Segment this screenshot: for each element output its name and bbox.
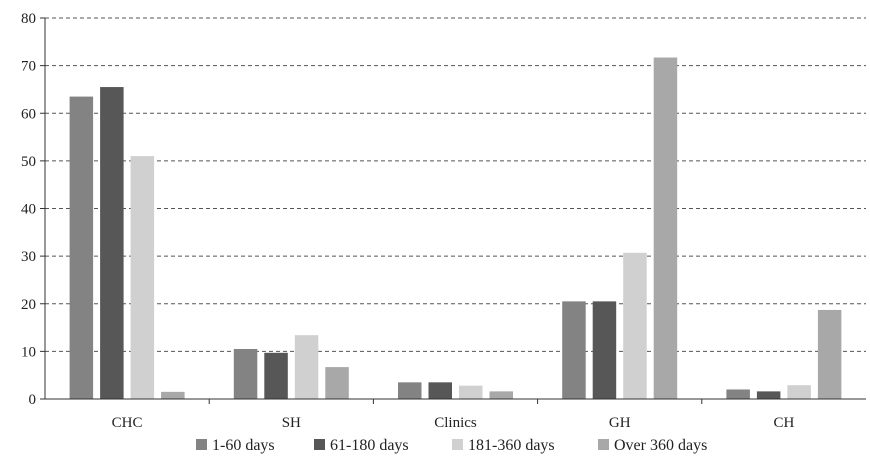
bar-clinics-series-2 — [428, 382, 452, 399]
y-tick-label-60: 60 — [21, 106, 36, 122]
bar-ch-series-4 — [817, 309, 842, 399]
y-tick-label-70: 70 — [21, 59, 36, 75]
bar-gh-series-1 — [562, 301, 586, 399]
legend-label-3: 181-360 days — [468, 437, 555, 454]
category-label-gh: GH — [609, 415, 631, 431]
legend-swatch-3 — [452, 439, 463, 450]
legend-label-4: Over 360 days — [614, 437, 707, 454]
category-label-ch: CH — [773, 415, 794, 431]
y-tick-label-40: 40 — [21, 202, 36, 218]
bar-chc-series-4 — [161, 391, 185, 399]
bar-sh-series-2 — [264, 352, 288, 399]
y-tick-label-80: 80 — [21, 11, 36, 27]
bar-ch-series-3 — [787, 385, 811, 399]
legend: 1-60 days 61-180 days 181-360 days Over 360… — [196, 437, 707, 454]
y-tick-label-50: 50 — [21, 154, 36, 170]
bar-clinics-series-3 — [459, 385, 483, 399]
legend-swatch-4 — [598, 439, 609, 450]
bar-gh-series-3 — [623, 252, 647, 399]
bar-clinics-series-1 — [398, 382, 422, 399]
gridlines — [45, 17, 866, 352]
bar-ch-series-2 — [756, 391, 781, 399]
bar-sh-series-1 — [233, 348, 258, 399]
y-tick-label-30: 30 — [21, 249, 36, 265]
legend-swatch-1 — [196, 439, 207, 450]
legend-swatch-2 — [314, 439, 325, 450]
legend-label-1: 1-60 days — [212, 437, 275, 454]
y-tick-label-0: 0 — [29, 392, 37, 408]
bar-sh-series-4 — [325, 367, 349, 399]
bar-chc-series-3 — [130, 156, 155, 399]
category-label-chc: CHC — [112, 415, 143, 431]
y-tick-label-10: 10 — [21, 344, 36, 360]
bar-gh-series-2 — [592, 301, 617, 399]
legend-label-2: 61-180 days — [330, 437, 409, 454]
bar-gh-series-4 — [653, 57, 678, 400]
category-label-clinics: Clinics — [434, 415, 477, 431]
bar-chc-series-2 — [100, 87, 124, 400]
y-tick-label-20: 20 — [21, 297, 36, 313]
axes: 0 10 20 30 40 50 60 70 80 CHC SH Clinics GH CH — [21, 11, 866, 431]
bar-sh-series-3 — [294, 335, 319, 399]
bar-clinics-series-4 — [489, 391, 513, 399]
bar-chc-series-1 — [69, 96, 94, 400]
category-label-sh: SH — [282, 415, 301, 431]
bar-ch-series-1 — [726, 389, 750, 399]
bars — [69, 57, 842, 400]
